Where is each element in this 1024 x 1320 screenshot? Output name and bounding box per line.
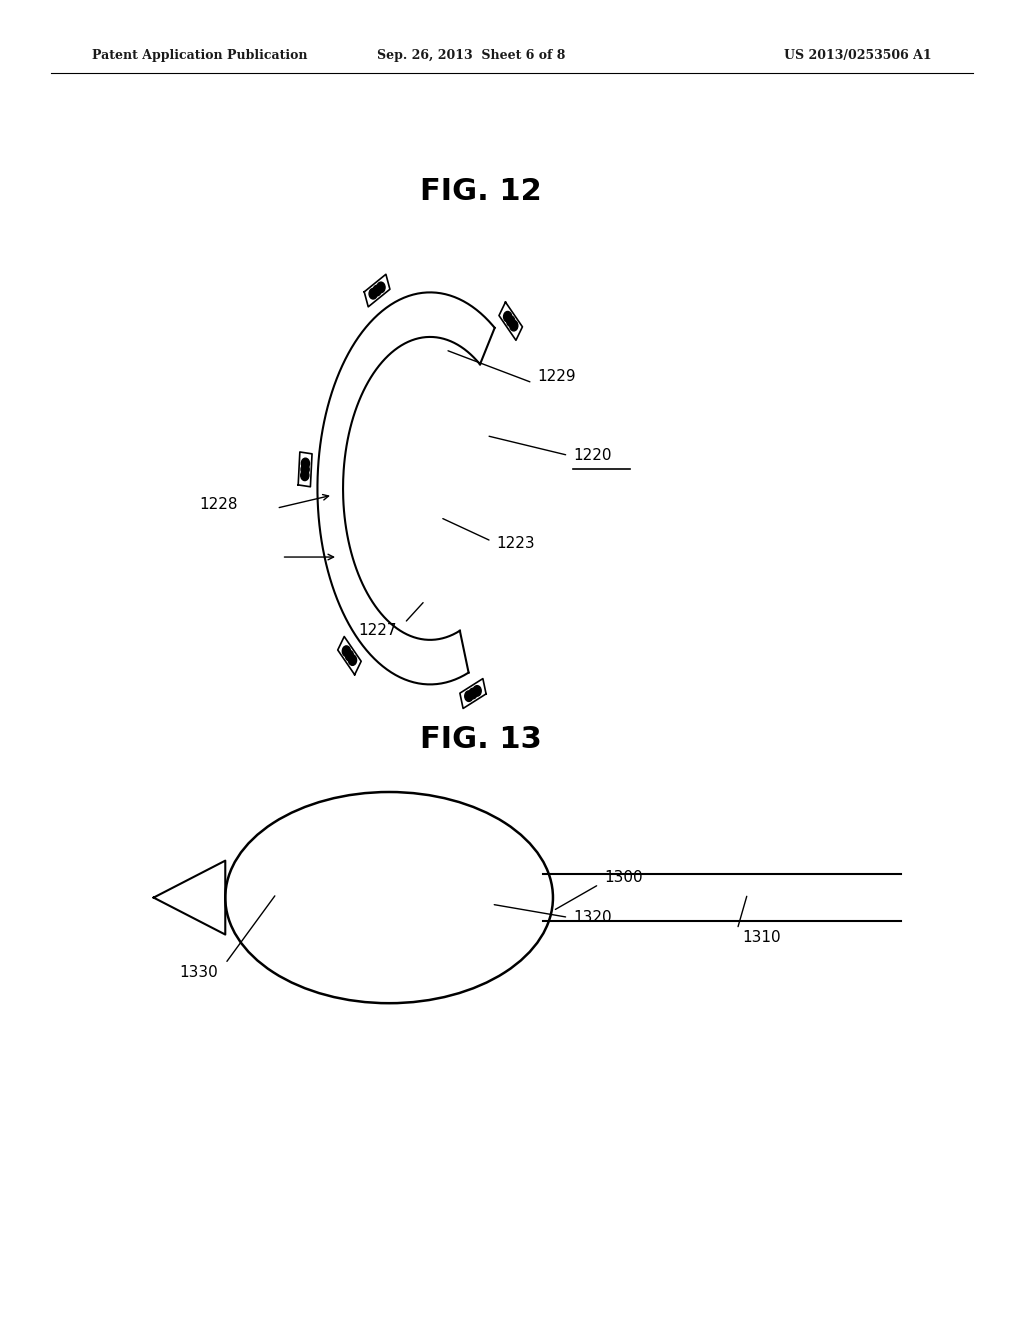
Circle shape bbox=[473, 685, 481, 696]
Text: US 2013/0253506 A1: US 2013/0253506 A1 bbox=[784, 49, 932, 62]
Text: 1220: 1220 bbox=[573, 447, 612, 463]
Circle shape bbox=[504, 312, 512, 322]
Text: 1227: 1227 bbox=[358, 623, 397, 639]
Text: 1228: 1228 bbox=[200, 496, 239, 512]
Polygon shape bbox=[499, 302, 522, 341]
Polygon shape bbox=[460, 678, 486, 709]
Polygon shape bbox=[365, 275, 390, 306]
Circle shape bbox=[469, 688, 477, 698]
Circle shape bbox=[348, 655, 356, 665]
Polygon shape bbox=[154, 861, 225, 935]
Circle shape bbox=[345, 651, 353, 661]
Circle shape bbox=[465, 690, 473, 701]
Circle shape bbox=[373, 285, 381, 296]
Text: FIG. 13: FIG. 13 bbox=[421, 725, 542, 754]
Circle shape bbox=[377, 282, 385, 293]
Text: 1229: 1229 bbox=[538, 368, 577, 384]
Text: 1330: 1330 bbox=[179, 965, 218, 981]
Circle shape bbox=[510, 321, 518, 331]
Circle shape bbox=[301, 458, 309, 469]
Text: 1300: 1300 bbox=[604, 870, 643, 886]
Text: FIG. 12: FIG. 12 bbox=[421, 177, 542, 206]
Circle shape bbox=[507, 315, 515, 326]
Text: 1223: 1223 bbox=[497, 536, 536, 552]
Text: 1320: 1320 bbox=[573, 909, 612, 925]
Text: Patent Application Publication: Patent Application Publication bbox=[92, 49, 307, 62]
Text: Sep. 26, 2013  Sheet 6 of 8: Sep. 26, 2013 Sheet 6 of 8 bbox=[377, 49, 565, 62]
Circle shape bbox=[301, 470, 309, 480]
Circle shape bbox=[342, 645, 350, 656]
Circle shape bbox=[369, 289, 377, 300]
Circle shape bbox=[301, 465, 309, 475]
Polygon shape bbox=[338, 636, 361, 675]
Polygon shape bbox=[298, 451, 312, 487]
Text: 1310: 1310 bbox=[742, 929, 781, 945]
